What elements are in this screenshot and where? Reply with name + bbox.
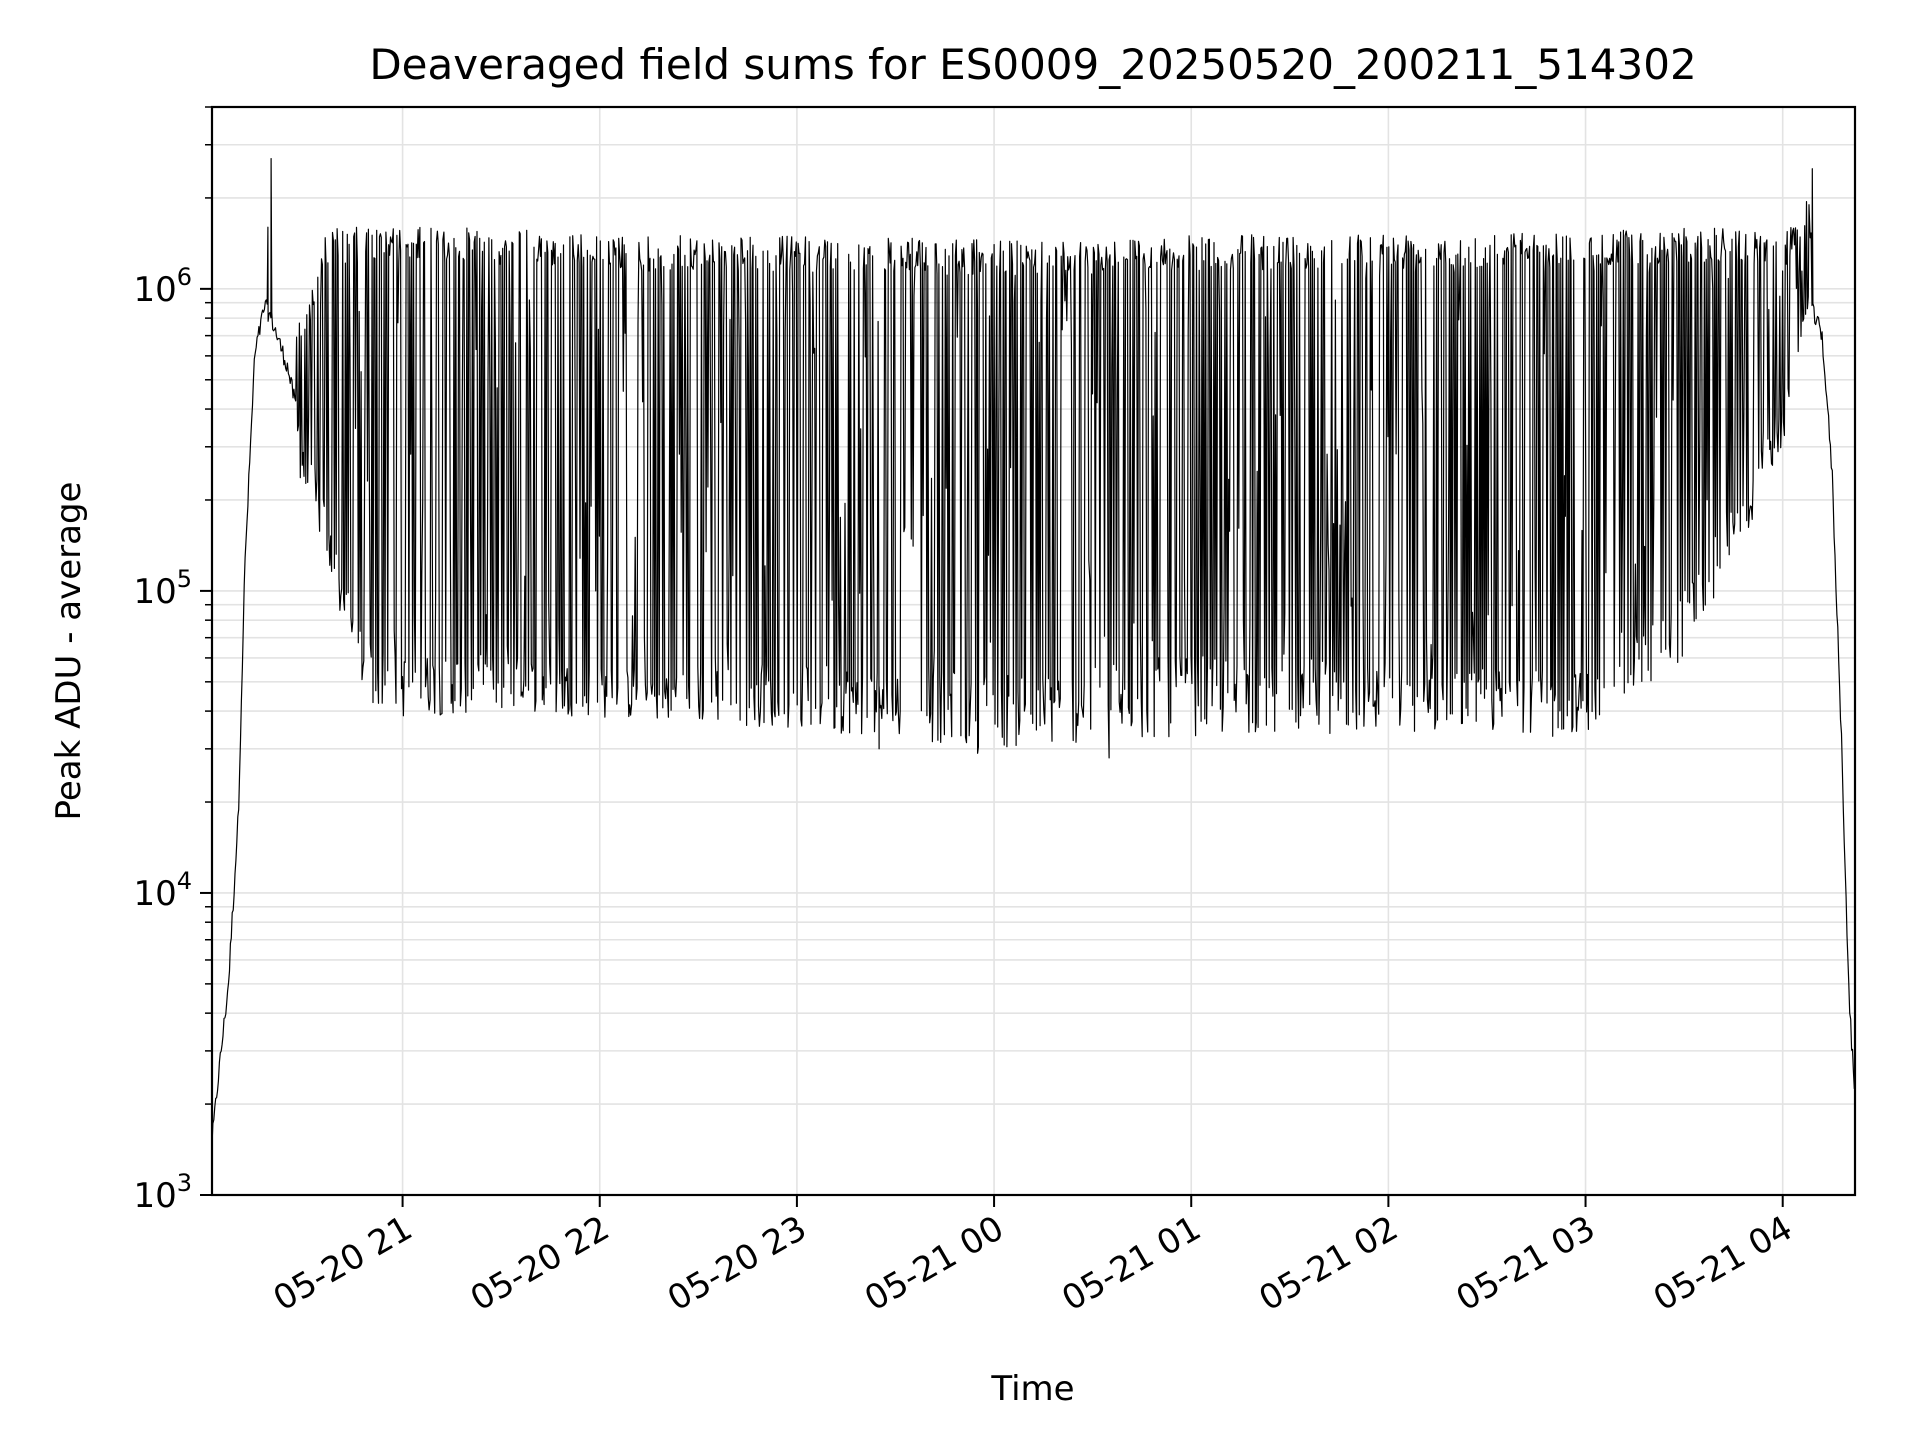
- y-tick-exponent: 4: [177, 867, 192, 895]
- axes-frame: [210, 105, 1857, 1197]
- series-layer: [211, 158, 1855, 1146]
- y-tick-exponent: 3: [177, 1169, 192, 1197]
- y-tick-base: 10: [133, 270, 176, 310]
- x-axis-label: Time: [990, 1369, 1074, 1409]
- y-tick-base: 10: [133, 1176, 176, 1216]
- series-line: [211, 158, 1855, 1146]
- chart-title: Deaveraged field sums for ES0009_2025052…: [369, 40, 1696, 89]
- y-axis-label: Peak ADU - average: [49, 482, 89, 821]
- y-tick-exponent: 5: [177, 565, 192, 593]
- y-tick-exponent: 6: [177, 263, 192, 291]
- y-tick-label: 105: [133, 565, 192, 612]
- y-tick-base: 10: [133, 572, 176, 612]
- y-tick-base: 10: [133, 874, 176, 914]
- y-tick-label: 103: [133, 1169, 192, 1216]
- y-tick-label: 106: [133, 263, 192, 310]
- y-tick-label: 104: [133, 867, 192, 914]
